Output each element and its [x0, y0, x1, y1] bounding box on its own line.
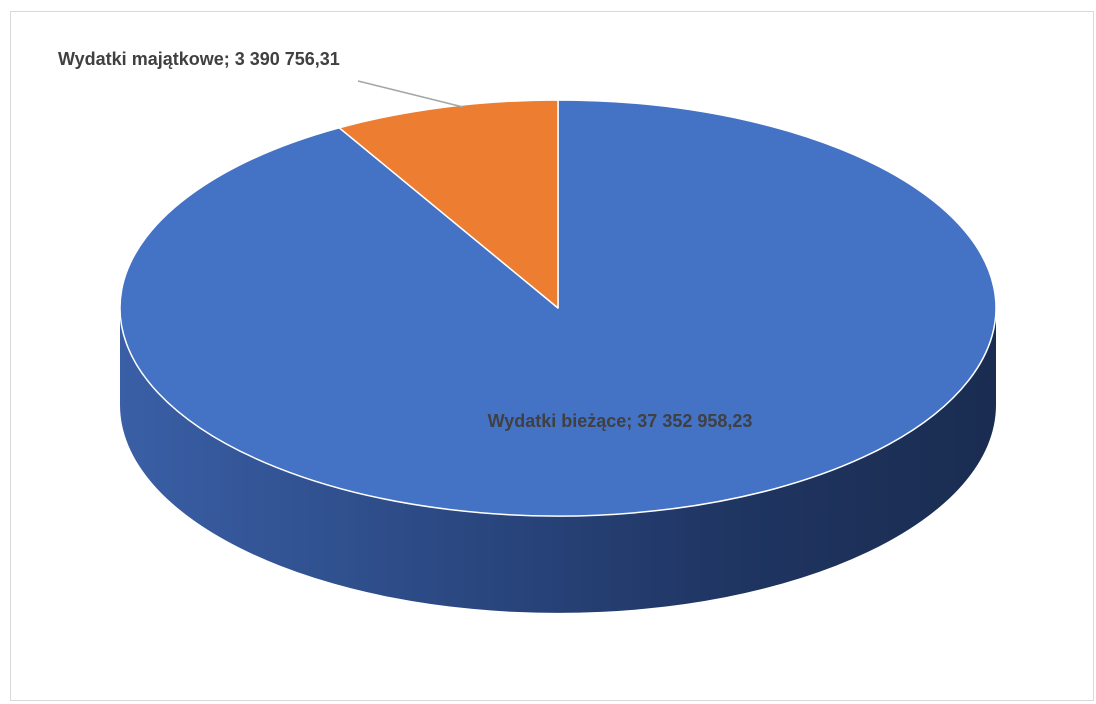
pie-side-0 [120, 308, 996, 613]
pie-top-layer [119, 99, 997, 517]
pie-side-layer [120, 308, 996, 613]
pie-labels-layer: Wydatki bieżące; 37 352 958,23 Wydatki m… [58, 49, 752, 431]
pie-slice-1 [338, 99, 559, 309]
data-label-wydatki-biezace: Wydatki bieżące; 37 352 958,23 [488, 411, 753, 431]
data-label-wydatki-majatkowe: Wydatki majątkowe; 3 390 756,31 [58, 49, 340, 69]
leader-line [357, 80, 464, 108]
